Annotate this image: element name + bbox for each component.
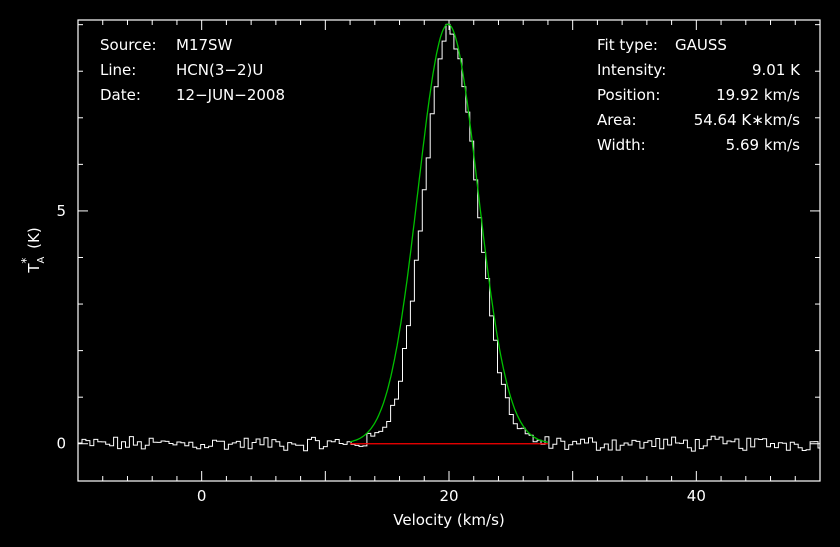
fit-info-value: 5.69 km/s xyxy=(726,136,801,154)
x-tick-label: 40 xyxy=(687,487,706,505)
x-tick-label: 20 xyxy=(439,487,458,505)
fit-info: Fit type: GAUSS Intensity: 9.01 K Position: 1… xyxy=(597,36,801,154)
info-value: HCN(3−2)U xyxy=(176,61,263,79)
info-value: M17SW xyxy=(176,36,233,54)
observation-info: Source: M17SW Line: HCN(3−2)U Date: 12−JUN−20… xyxy=(100,36,285,104)
fit-info-label: Intensity: xyxy=(597,61,666,79)
fit-info-label: Width: xyxy=(597,136,646,154)
fit-info-label: Area: xyxy=(597,111,637,129)
gaussian-fit-line xyxy=(349,23,549,443)
axis-ticks xyxy=(77,20,821,481)
fit-info-label: Position: xyxy=(597,86,660,104)
x-axis-label: Velocity (km/s) xyxy=(393,511,504,529)
spectrum-line xyxy=(78,23,820,452)
fit-info-value: GAUSS xyxy=(675,36,727,54)
info-value: 12−JUN−2008 xyxy=(176,86,285,104)
info-label: Line: xyxy=(100,61,136,79)
y-tick-label: 5 xyxy=(56,202,66,220)
fit-info-value: 54.64 K∗km/s xyxy=(694,111,800,129)
info-label: Source: xyxy=(100,36,157,54)
info-label: Date: xyxy=(100,86,141,104)
x-tick-label: 0 xyxy=(197,487,207,505)
fit-info-label: Fit type: xyxy=(597,36,658,54)
fit-info-value: 19.92 km/s xyxy=(716,86,800,104)
y-tick-label: 0 xyxy=(56,435,66,453)
tick-labels: 0 20 40 0 5 xyxy=(56,202,705,505)
fit-info-value: 9.01 K xyxy=(752,61,801,79)
